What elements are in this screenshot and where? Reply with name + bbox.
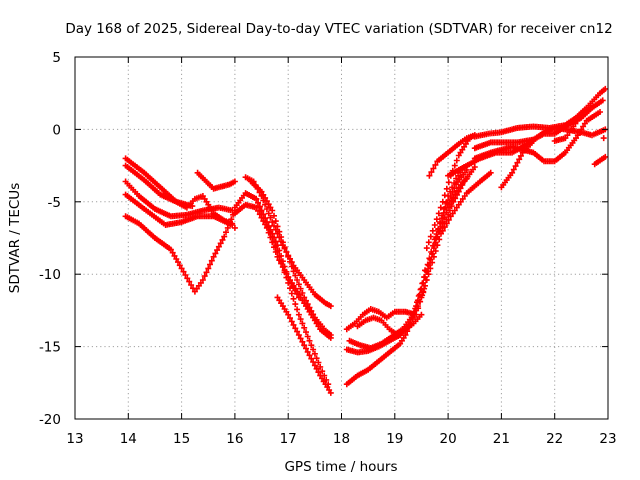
x-tick-label: 17 [280,431,297,447]
x-tick-label: 23 [599,431,616,447]
x-axis-label: GPS time / hours [284,459,397,475]
series-s12 [231,190,332,388]
x-tick-label: 18 [333,431,350,447]
x-tick-label: 16 [226,431,243,447]
series-s27 [600,135,607,142]
chart-title: Day 168 of 2025, Sidereal Day-to-day VTE… [65,21,612,37]
data-series-layer [122,85,609,396]
x-tick-label: 21 [493,431,510,447]
x-tick-label: 13 [66,431,83,447]
series-s24 [439,169,494,234]
series-s9 [247,178,334,338]
series-s5 [122,162,196,210]
series-s4 [122,207,238,295]
series-s16 [343,164,468,333]
x-tick-label: 22 [546,431,563,447]
y-tick-label: -20 [39,412,61,428]
series-s2 [122,178,236,220]
series-s26 [591,153,609,168]
series-s13 [343,175,470,388]
series-s6 [194,169,238,192]
y-axis-label: SDTVAR / TECUs [7,183,23,293]
series-s18 [426,132,478,179]
series-s25 [551,111,585,144]
y-tick-label: -15 [39,340,61,356]
y-tick-label: 5 [52,50,61,66]
x-tick-label: 14 [120,431,137,447]
x-tick-label: 20 [440,431,457,447]
x-tick-label: 19 [386,431,403,447]
y-tick-label: -5 [48,195,61,211]
series-s3 [122,191,238,231]
series-s23 [498,138,537,191]
y-tick-label: -10 [39,267,61,283]
grid [75,57,608,419]
x-tick-label: 15 [173,431,190,447]
y-tick-label: 0 [52,122,61,138]
axis-ticks: 13 14 15 16 17 18 19 20 21 22 23 5 0 -5 -10 -15 -20 [39,50,617,447]
